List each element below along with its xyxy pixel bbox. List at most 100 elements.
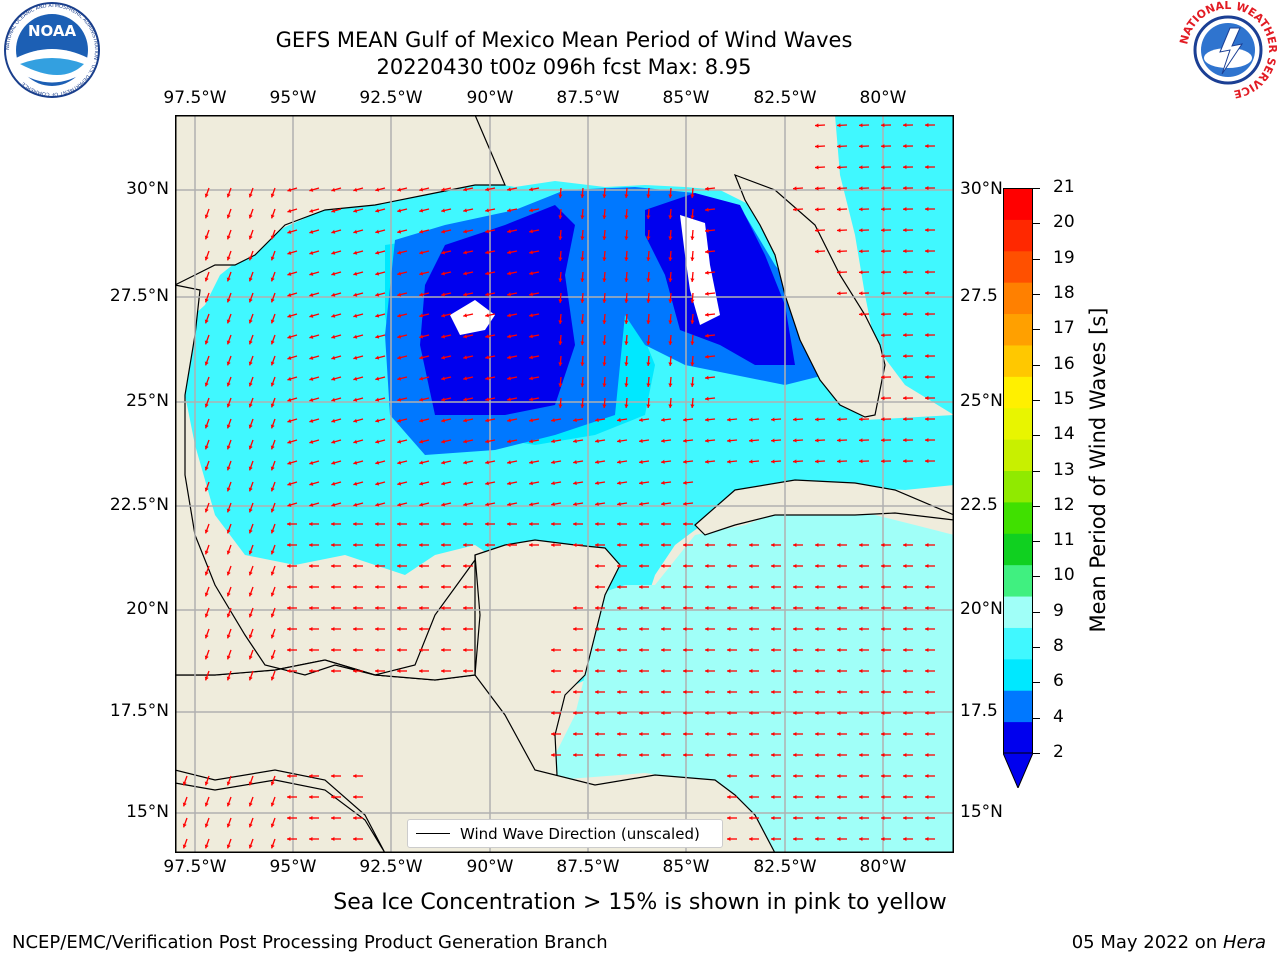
wind-arrow-head [309,313,314,318]
wind-arrow-head [639,438,643,443]
wind-arrow-head [595,668,599,674]
wind-arrow-head [881,836,885,842]
wind-arrow-head [815,417,819,422]
wind-arrow-head [661,584,665,590]
noaa-logo-text: NOAA [28,22,77,40]
wind-arrow-head [248,613,253,618]
colorbar-tick-mark [1033,505,1040,507]
wind-arrow-head [580,299,585,303]
wind-arrow-head [397,313,402,318]
wind-arrow-head [248,823,253,828]
wind-arrow-head [639,689,643,695]
wind-arrow-head [226,382,231,387]
wind-arrow-head [507,187,511,192]
wind-arrow-head [331,250,336,255]
wind-arrow-head [270,844,275,849]
wind-arrow-head [705,417,709,422]
wind-arrow-head [617,710,621,716]
wind-arrow-head [815,563,819,569]
wind-arrow-head [331,773,335,779]
wind-arrow-head [815,228,819,233]
period-core-west [420,205,575,415]
lat-tick-label-left: 27.5°N [109,286,169,306]
caribbean-ocean [555,510,954,853]
wind-arrow-head [248,277,253,282]
wind-arrow-head [441,460,446,465]
wind-arrow-head [331,439,336,444]
wind-arrow-head [353,647,357,653]
colorbar-tick-mark [1033,329,1040,331]
wind-arrow-head [485,418,489,423]
wind-arrow-head [668,278,673,282]
wind-arrow-head [375,187,380,192]
wind-arrow-head [375,397,380,402]
wind-arrow-head [903,647,907,653]
wind-arrow-head [375,250,380,255]
lon-tick-label-bottom: 85°W [662,857,710,877]
wind-arrow-head [441,271,446,276]
wind-arrow-head [485,439,489,444]
wind-arrow-head [573,647,577,653]
wind-arrow-head [815,773,819,779]
wind-arrow-head [353,668,357,674]
wind-arrow-head [661,668,665,674]
wind-arrow-head [925,815,929,821]
wind-arrow-head [375,668,379,674]
wind-arrow-head [646,299,651,303]
wind-arrow-head [903,815,907,821]
wind-arrow-head [771,605,775,611]
map-canvas [175,115,954,853]
wind-arrow-head [529,397,533,402]
wind-arrow-head [270,424,275,429]
wind-arrow-head [204,424,209,429]
wind-arrow-head [551,731,555,737]
wind-arrow-head [419,397,424,402]
wind-arrow-head [529,271,533,276]
colorbar-tick-label: 9 [1053,600,1064,621]
wind-arrow-head [705,689,709,695]
wind-arrow-head [485,271,489,276]
wind-arrow-head [749,773,753,779]
wind-arrow-head [397,563,401,569]
lon-tick-label-top: 87.5°W [556,88,620,108]
wind-arrow-head [270,508,275,513]
wind-arrow-head [668,257,673,261]
wind-arrow-head [859,731,863,737]
wind-arrow-head [683,710,687,716]
wind-arrow-head [602,320,607,324]
wind-arrow-head [270,634,275,639]
wind-arrow-head [683,647,687,653]
wind-arrow-head [226,466,231,471]
wind-arrow-head [419,418,424,423]
lon-tick-label-bottom: 97.5°W [163,857,227,877]
wind-arrow-head [248,676,253,681]
wind-arrow-head [881,563,885,569]
wind-arrow-head [646,278,651,282]
wind-arrow-head [881,794,885,800]
wind-arrow-head [226,529,231,534]
wind-arrow-head [204,298,209,303]
wind-arrow-head [903,689,907,695]
wind-arrow-head [815,836,819,842]
wind-arrow-head [419,563,423,569]
wind-arrow-head [463,313,468,318]
wind-arrow-head [705,207,709,212]
lat-tick-label-left: 22.5°N [109,495,169,515]
wind-arrow-head [558,320,563,324]
wind-arrow-head [727,689,731,695]
wind-arrow-head [529,229,533,234]
wind-arrow-head [397,647,401,653]
wind-arrow-head [925,458,929,464]
wind-arrow-head [793,773,797,779]
wind-arrow-head [859,752,863,758]
wind-arrow-head [248,844,253,849]
wind-arrow-head [485,397,489,402]
wind-arrow-head [248,781,253,786]
wind-arrow-head [226,487,231,492]
wind-arrow-head [668,215,673,219]
wind-arrow-head [903,207,907,212]
wind-arrow-head [580,362,585,366]
wind-arrow-head [419,271,424,276]
wind-arrow-head [375,584,379,590]
wind-arrow-head [624,278,629,282]
